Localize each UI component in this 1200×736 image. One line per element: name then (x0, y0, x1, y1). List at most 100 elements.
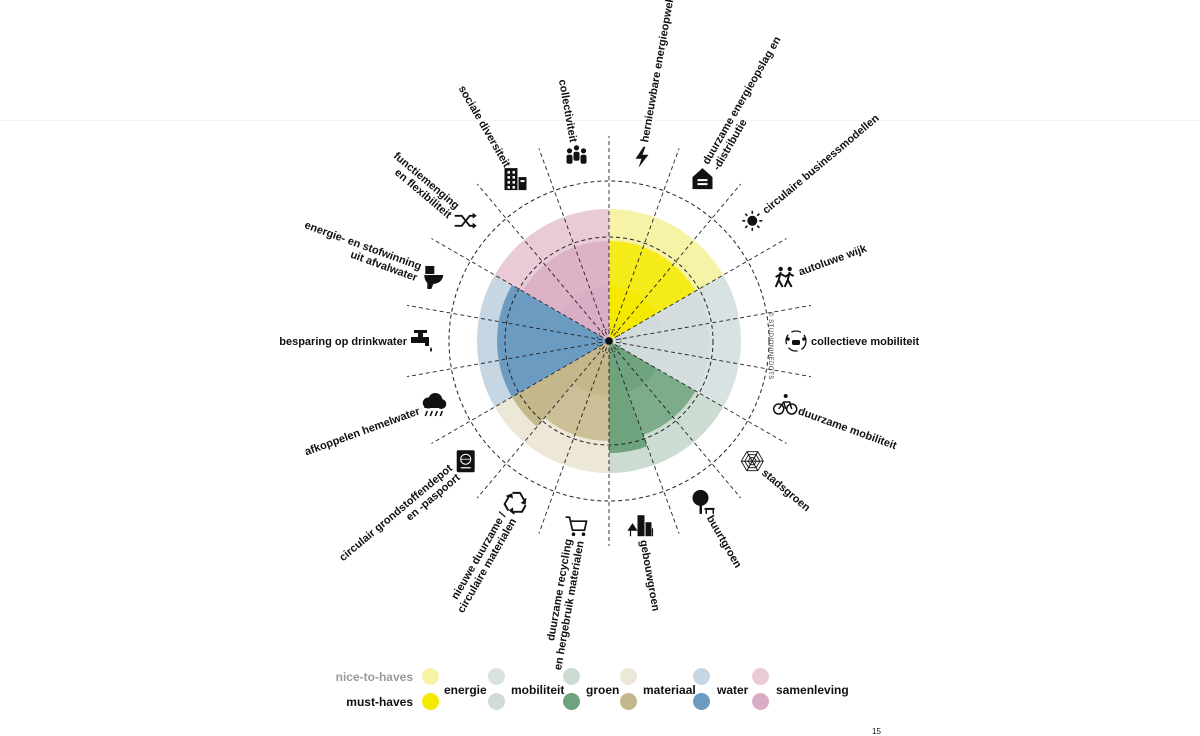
label-line: collectiviteit (556, 79, 579, 144)
shared-car-icon (785, 330, 807, 352)
label-stadsgroen: stadsgroen (759, 467, 812, 514)
label-line: duurzame mobiliteit (796, 405, 898, 452)
legend-mobiliteit-nice-swatch (488, 668, 505, 685)
green-building-icon (627, 515, 654, 537)
label-energie-en-stofwinning: energie- en stofwinninguit afvalwater (299, 219, 424, 284)
wedge-collectieve-mobiliteit-core (609, 331, 664, 351)
tree-bench-icon (692, 489, 715, 514)
wedge-sociale-diversiteit-core (573, 289, 609, 341)
pedestrians-icon (774, 266, 795, 288)
wedge-circulaire-businessmodellen-core (609, 298, 657, 341)
label-line: besparing op drinkwater (279, 336, 407, 348)
dashed-ring-1 (448, 180, 770, 502)
wedge-afkoppelen-hemelwater-core (554, 341, 609, 369)
dashed-ring-2 (504, 236, 714, 446)
legend-energie-label: energie (444, 683, 487, 697)
spoke-line (608, 304, 811, 342)
wedge-functiemenging-core (561, 298, 609, 341)
label-line: buurtgroen (704, 513, 744, 570)
legend-groen-must-swatch (563, 693, 580, 710)
spoke-line (608, 238, 787, 342)
spoke-line (608, 183, 742, 342)
label-line: collectieve mobiliteit (811, 336, 920, 348)
spoke-line (608, 340, 680, 534)
group-icon (566, 145, 587, 164)
wedge-circulair-grondstoffendepot-core (561, 341, 609, 384)
label-besparing-op-drinkwater: besparing op drinkwater (279, 336, 407, 348)
legend-water-must-swatch (693, 693, 710, 710)
spoke-line (538, 340, 610, 534)
legend-must-label: must-haves (346, 695, 413, 709)
icons-layer (411, 145, 807, 537)
spoke-line (608, 148, 680, 342)
watermark: © STUDIONINEDOTS (767, 312, 774, 380)
label-gebouwgroen: gebouwgroen (637, 539, 661, 612)
label-duurzame-energieopslag: duurzame energieopslag en-distributie (700, 34, 794, 172)
legend-groen-nice-swatch (563, 668, 580, 685)
spiderweb-icon (740, 451, 764, 472)
label-functiemenging: functiemengingen flexibiliteit (383, 150, 461, 221)
wedge-stadsgroen-core (609, 341, 657, 384)
legend-samenleving-nice-swatch (752, 668, 769, 685)
spoke-line (608, 340, 742, 499)
wedge-autoluwe-wijk-core (609, 313, 664, 341)
lightning-icon (635, 146, 649, 168)
rain-cloud-icon (422, 393, 447, 417)
label-duurzame-recycling: duurzame recyclingen hergebruik material… (540, 538, 586, 671)
legend-water-nice-swatch (693, 668, 710, 685)
legend-materiaal-nice-swatch (620, 668, 637, 685)
wedge-buurtgroen-core (609, 341, 645, 393)
legend-energie-nice-swatch (422, 668, 439, 685)
label-line: sociale diversiteit (456, 84, 513, 170)
wedge-nieuwe-duurzame-materialen-core (573, 341, 609, 393)
label-line: circulaire businessmodellen (760, 112, 881, 216)
label-circulaire-businessmodellen: circulaire businessmodellen (760, 112, 881, 216)
toilet-icon (424, 266, 444, 289)
legend-groen-label: groen (586, 683, 620, 697)
page-number: 15 (872, 727, 881, 736)
spoke-line (608, 340, 787, 444)
legend-mobiliteit-label: mobiliteit (511, 683, 565, 697)
wedge-duurzame-energieopslag-core (609, 289, 645, 341)
label-autoluwe-wijk: autoluwe wijk (797, 242, 869, 278)
wedge-besparing-op-drinkwater-mid (496, 321, 609, 361)
label-line: autoluwe wijk (797, 242, 869, 278)
center-ring (596, 328, 622, 354)
sun-icon (742, 210, 763, 231)
recycle-icon (503, 491, 527, 515)
label-hernieuwbare-energieopwekking: hernieuwbare energieopwekking (639, 0, 680, 143)
spoke-line (407, 340, 610, 378)
legend-materiaal-must-swatch (620, 693, 637, 710)
legend-materiaal-label: materiaal (643, 683, 696, 697)
wedge-besparing-op-drinkwater-core (554, 331, 609, 351)
label-line: duurzame energieopslag en (700, 34, 783, 166)
top-band (0, 0, 1200, 121)
spoke-line (476, 340, 610, 499)
label-circulair-grondstoffendepot: circulair grondstoffendepoten -paspoort (337, 462, 463, 573)
label-sociale-diversiteit: sociale diversiteit (456, 84, 513, 170)
spoke-line (476, 183, 610, 342)
legend-nice-label: nice-to-haves (335, 670, 413, 684)
shuffle-icon (454, 212, 477, 229)
wedge-duurzame-mobiliteit-core (609, 341, 664, 369)
spoke-line (538, 148, 610, 342)
spoke-line (608, 340, 811, 378)
spokes-layer (407, 136, 811, 546)
legend-samenleving-label: samenleving (776, 683, 849, 697)
label-nieuwe-duurzame-materialen: nieuwe duurzame /circulaire materialen (445, 510, 519, 615)
rings-layer (448, 180, 770, 502)
label-line: hernieuwbare energieopwekking (639, 0, 680, 143)
storage-house-icon (692, 168, 713, 190)
legend-energie-must-swatch (422, 693, 439, 710)
label-buurtgroen: buurtgroen (704, 513, 744, 570)
spoke-line (431, 238, 610, 342)
label-line: gebouwgroen (637, 539, 661, 612)
label-collectieve-mobiliteit: collectieve mobiliteit (811, 336, 920, 348)
bicycle-icon (772, 394, 798, 415)
label-duurzame-mobiliteit: duurzame mobiliteit (796, 405, 898, 452)
wedge-energie-en-stofwinning-core (554, 313, 609, 341)
legend-samenleving-must-swatch (752, 693, 769, 710)
legend-water-label: water (717, 683, 749, 697)
